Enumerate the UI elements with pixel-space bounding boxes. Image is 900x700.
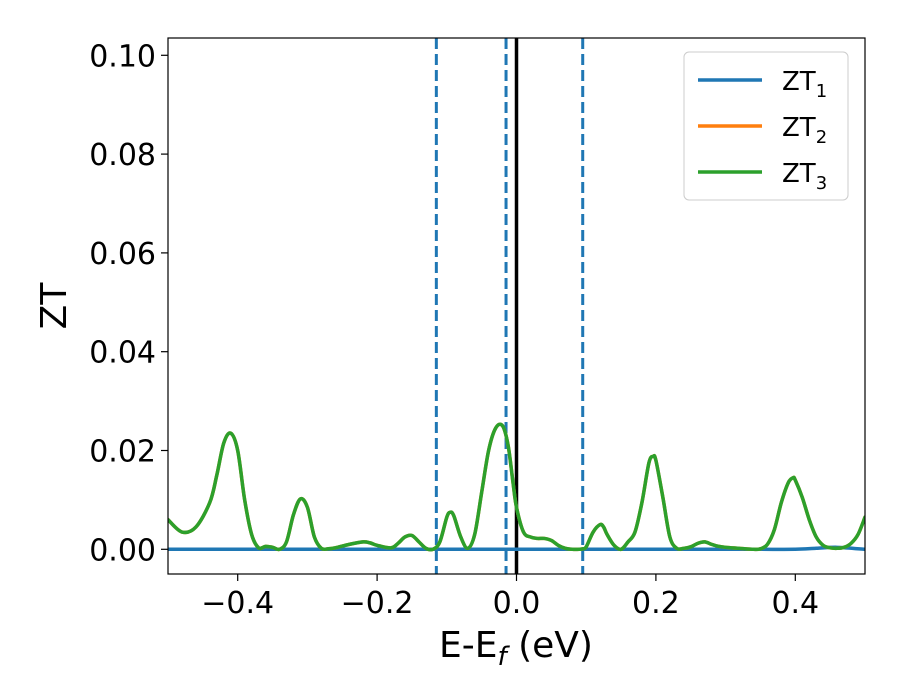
vertical-reference-lines	[434, 38, 585, 574]
legend-label-zt3: ZT3	[782, 159, 827, 194]
x-tick-label: 0.2	[632, 586, 680, 621]
x-tick-label: −0.4	[201, 586, 274, 621]
y-tick-label: 0.08	[89, 138, 156, 173]
legend-label-subscript: 3	[816, 173, 827, 194]
y-tick-label: 0.04	[89, 336, 156, 371]
legend-box	[683, 51, 849, 201]
series-line-zt1	[168, 545, 865, 552]
y-tick-label: 0.00	[89, 533, 156, 568]
legend-label-zt1: ZT1	[782, 67, 827, 102]
y-tick-label: 0.10	[89, 39, 156, 74]
series-line-zt3	[168, 422, 865, 552]
x-axis-label: E-Ef (eV)	[439, 625, 593, 672]
legend-label-subscript: 2	[816, 127, 827, 148]
x-tick-label: −0.2	[341, 586, 414, 621]
legend-label-zt2: ZT2	[782, 113, 827, 148]
series-layer	[168, 422, 865, 552]
y-tick-label: 0.06	[89, 237, 156, 272]
y-axis-label: ZT	[34, 282, 75, 330]
legend-label-main: ZT	[782, 67, 816, 97]
x-axis-label-unit: (eV)	[507, 625, 593, 666]
legend-label-main: ZT	[782, 113, 816, 143]
x-tick-label: 0.0	[493, 586, 541, 621]
x-axis-ticks: −0.4 −0.2 0.0 0.2 0.4	[201, 574, 819, 621]
x-axis-label-main: E-E	[439, 625, 497, 666]
legend-label-subscript: 1	[816, 81, 827, 102]
legend-label-main: ZT	[782, 159, 816, 189]
y-axis-ticks: 0.00 0.02 0.04 0.06 0.08 0.10	[89, 39, 168, 568]
y-tick-label: 0.02	[89, 434, 156, 469]
x-tick-label: 0.4	[771, 586, 819, 621]
